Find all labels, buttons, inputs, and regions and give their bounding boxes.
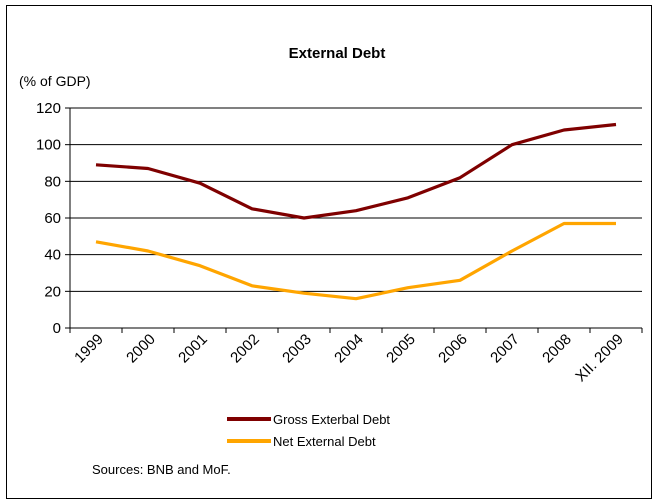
x-tick-label: 2001: [175, 331, 211, 367]
x-tick-label: 2008: [539, 331, 575, 367]
x-tick-labels: 1999 2000 2001 2002 2003 2004 2005 2006 2007 2008…: [71, 331, 627, 385]
x-tick-label: XII. 2009: [572, 331, 626, 385]
y-tick-label: 80: [44, 173, 61, 190]
x-tick-label: 2006: [435, 331, 471, 367]
x-tick-label: 1999: [71, 331, 107, 367]
x-tick-label: 2007: [487, 331, 523, 367]
y-axis-unit-label: (% of GDP): [19, 73, 91, 89]
gross-debt-line: [95, 122, 617, 220]
chart-frame: External Debt (% of GDP) 0 20 40 60 80 100 120…: [6, 5, 652, 499]
chart-title: External Debt: [289, 45, 386, 62]
x-tick-label: 2002: [227, 331, 263, 367]
x-tick-label: 2005: [383, 331, 419, 367]
legend-label-net: Net External Debt: [273, 434, 376, 449]
y-tick-label: 40: [44, 247, 61, 264]
x-tick-label: 2004: [331, 331, 367, 367]
x-tick-label: 2003: [279, 331, 315, 367]
gridlines: [70, 107, 642, 292]
y-tick-labels: 0 20 40 60 80 100 120: [36, 100, 61, 337]
source-note: Sources: BNB and MoF.: [92, 462, 231, 477]
y-tick-label: 60: [44, 210, 61, 227]
line-chart: External Debt (% of GDP) 0 20 40 60 80 100 120…: [19, 45, 643, 477]
y-tick-label: 120: [36, 100, 61, 117]
axes: [65, 107, 643, 333]
y-tick-label: 100: [36, 137, 61, 154]
y-tick-label: 20: [44, 283, 61, 300]
legend: Gross Exterbal Debt Net External Debt: [227, 412, 390, 449]
net-debt-line: [95, 221, 616, 301]
legend-label-gross: Gross Exterbal Debt: [273, 412, 390, 427]
y-tick-label: 0: [53, 320, 61, 337]
x-tick-label: 2000: [123, 331, 159, 367]
series-lines: [95, 122, 617, 301]
